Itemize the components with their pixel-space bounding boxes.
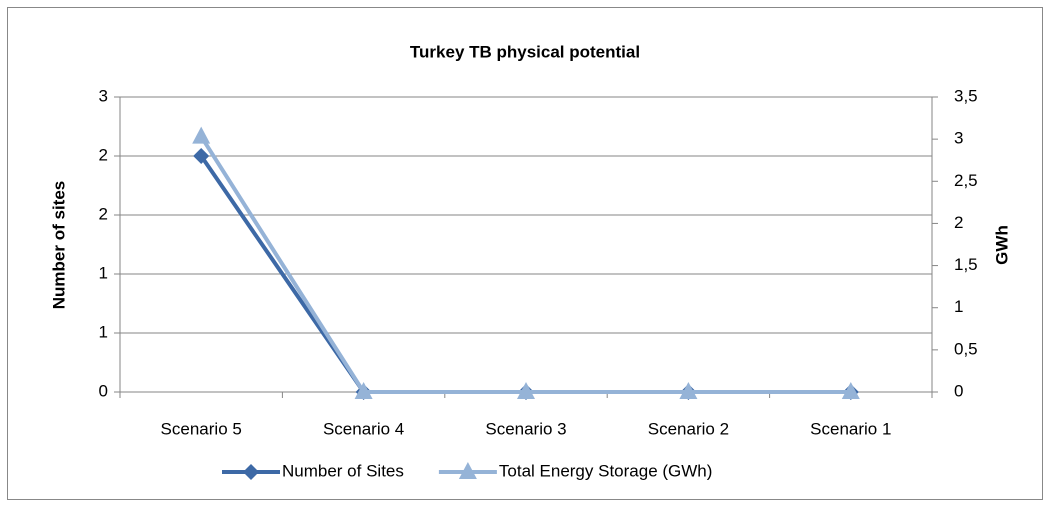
x-tick-label: Scenario 4 <box>323 419 404 438</box>
y-axis-label: Number of sites <box>49 181 68 309</box>
legend-label: Number of Sites <box>282 461 404 480</box>
point <box>679 382 698 399</box>
y-tick-label: 2 <box>99 204 108 223</box>
y2-axis-label: GWh <box>992 225 1011 265</box>
point <box>192 126 211 144</box>
y2-tick-label: 1,5 <box>954 255 978 274</box>
y-tick-label: 1 <box>99 322 108 341</box>
point <box>354 382 373 399</box>
x-tick-label: Scenario 2 <box>648 419 729 438</box>
y2-tick-label: 3 <box>954 129 963 148</box>
chart-border <box>7 7 1043 500</box>
y-tick-label: 0 <box>99 381 108 400</box>
legend-marker <box>458 462 477 479</box>
y-tick-label: 3 <box>99 86 108 105</box>
y2-tick-label: 2 <box>954 213 963 232</box>
x-tick-label: Scenario 1 <box>810 419 891 438</box>
y2-tick-label: 0,5 <box>954 339 978 358</box>
point <box>517 382 535 399</box>
y-tick-label: 1 <box>99 263 108 282</box>
y2-tick-label: 3,5 <box>954 86 978 105</box>
legend-label: Total Energy Storage (GWh) <box>499 461 713 480</box>
legend-marker <box>243 464 259 480</box>
y2-tick-label: 0 <box>954 381 963 400</box>
y2-tick-label: 1 <box>954 297 963 316</box>
chart-title: Turkey TB physical potential <box>410 42 640 61</box>
point <box>193 148 210 164</box>
y2-tick-label: 2,5 <box>954 171 978 190</box>
x-tick-label: Scenario 3 <box>485 419 566 438</box>
point <box>841 382 860 399</box>
x-tick-label: Scenario 5 <box>161 419 242 438</box>
y-tick-label: 2 <box>99 145 108 164</box>
